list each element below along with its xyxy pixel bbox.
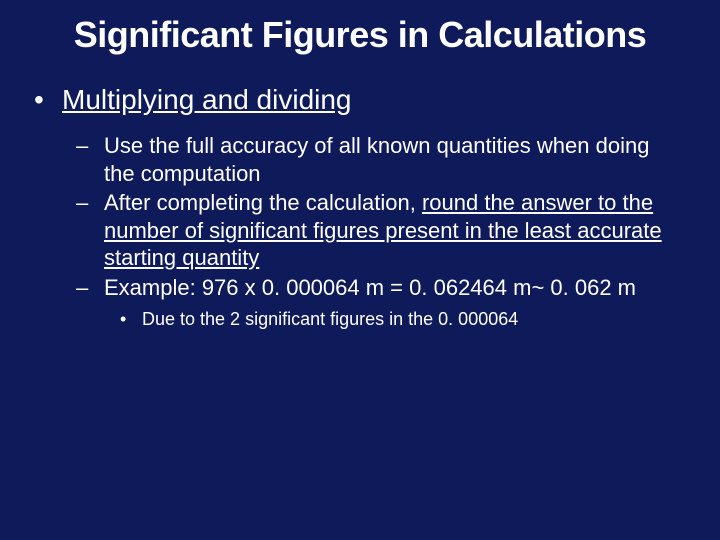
- bullet-subsub: • Due to the 2 significant figures in th…: [120, 309, 692, 331]
- bullet-marker: –: [76, 189, 104, 272]
- bullet-sub-0: – Use the full accuracy of all known qua…: [76, 132, 692, 187]
- bullet-sub-text: Example: 976 x 0. 000064 m = 0. 062464 m…: [104, 274, 642, 302]
- segment: Use the full accuracy of all known quant…: [104, 133, 649, 186]
- bullet-main-text: Multiplying and dividing: [62, 84, 352, 116]
- bullet-sub-1: – After completing the calculation, roun…: [76, 189, 692, 272]
- bullet-sub-2: – Example: 976 x 0. 000064 m = 0. 062464…: [76, 274, 692, 302]
- bullet-marker: –: [76, 274, 104, 302]
- segment: After completing the calculation,: [104, 190, 422, 215]
- bullet-marker: •: [120, 309, 142, 331]
- bullet-sub-text: After completing the calculation, round …: [104, 189, 692, 272]
- segment: Example: 976 x 0. 000064 m = 0. 062464 m…: [104, 275, 636, 300]
- bullet-main: • Multiplying and dividing: [34, 84, 692, 116]
- bullet-marker: –: [76, 132, 104, 187]
- slide: Significant Figures in Calculations • Mu…: [0, 0, 720, 540]
- slide-title: Significant Figures in Calculations: [28, 14, 692, 56]
- bullet-sub-text: Use the full accuracy of all known quant…: [104, 132, 692, 187]
- bullet-marker: •: [34, 84, 62, 116]
- bullet-subsub-text: Due to the 2 significant figures in the …: [142, 309, 518, 331]
